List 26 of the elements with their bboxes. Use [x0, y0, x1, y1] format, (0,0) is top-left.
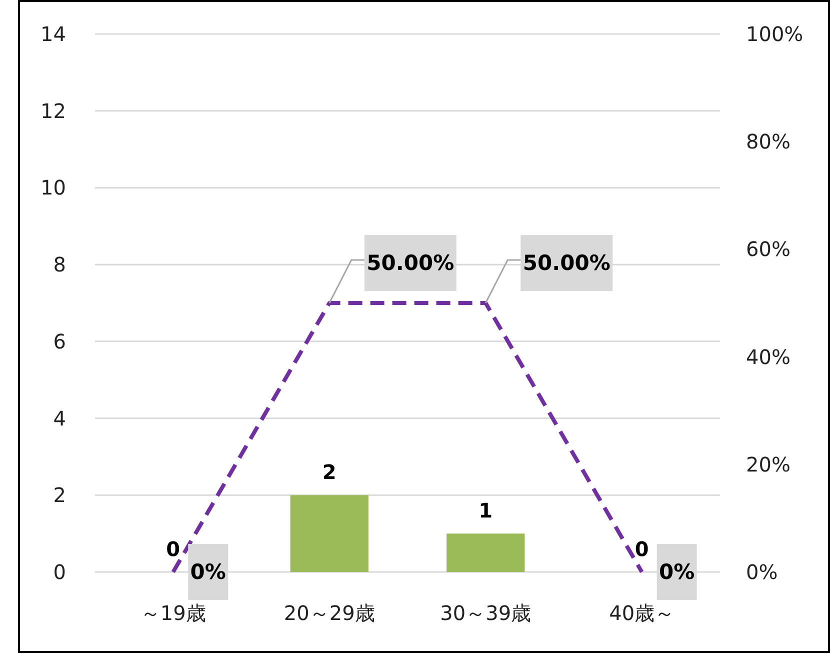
- y2-tick-label: 100%: [746, 22, 804, 46]
- x-tick-label: 30～39歳: [440, 601, 532, 625]
- y-tick-label: 6: [53, 329, 66, 354]
- y-tick-label: 0: [53, 560, 66, 584]
- y2-tick-label: 20%: [746, 452, 790, 476]
- y-tick-label: 14: [40, 22, 66, 46]
- data-label: 0%: [190, 560, 226, 584]
- data-label: 1: [478, 498, 493, 523]
- x-tick-label: 20～29歳: [284, 601, 375, 625]
- y-tick-label: 10: [40, 176, 66, 200]
- data-label: 0: [634, 537, 649, 561]
- data-label: 0: [166, 537, 180, 561]
- y2-tick-label: 0%: [746, 560, 778, 584]
- x-tick-label: 40歳～: [609, 601, 675, 625]
- data-label: 0%: [659, 560, 695, 584]
- y2-tick-label: 40%: [746, 344, 790, 369]
- x-tick-label: ～19歳: [140, 601, 206, 625]
- y2-tick-label: 80%: [746, 130, 790, 154]
- y2-tick-label: 60%: [746, 237, 790, 262]
- y-tick-label: 8: [53, 252, 66, 277]
- y-tick-label: 12: [40, 98, 66, 123]
- data-label: 50.00%: [366, 251, 454, 275]
- y-tick-label: 2: [53, 483, 66, 508]
- data-label: 2: [322, 460, 336, 484]
- y-tick-label: 4: [53, 406, 66, 430]
- data-label: 50.00%: [522, 251, 610, 275]
